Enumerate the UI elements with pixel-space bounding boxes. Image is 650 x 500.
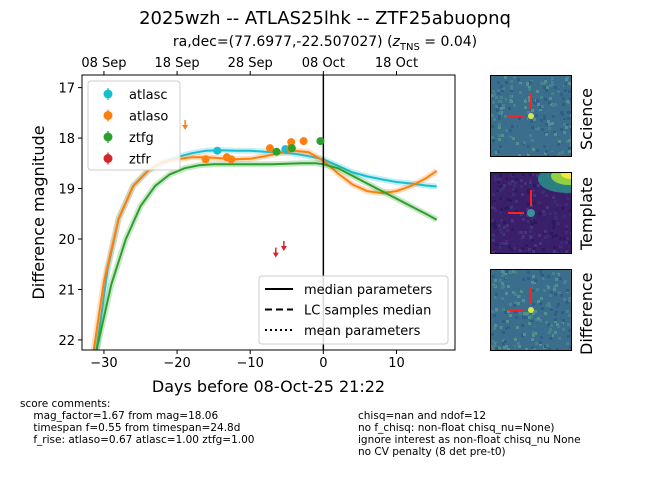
model-curve-ztfg [95,162,438,350]
legend-marker-ztfg [103,132,113,142]
cutout-label-difference: Difference [577,272,596,355]
upper-limit-ztfr-2 [272,252,279,258]
model-curve-atlaso [92,149,438,350]
chisq-comments: chisq=nan and ndof=12 no f_chisq: non-fl… [358,410,581,458]
x-tick-label-10: 10 [388,356,405,371]
x-tick-label--30: −30 [90,356,117,371]
top-tick-label-3: 08 Oct [302,56,345,71]
x-tick-label-0: 0 [319,356,327,371]
datapoint-atlaso-0 [201,155,210,164]
score-comments: score comments: mag_factor=1.67 from mag… [20,398,255,446]
legend-label-ztfg: ztfg [129,131,154,146]
x-axis-label: Days before 08-Oct-25 21:22 [152,377,385,396]
datapoint-ztfg-2 [316,137,325,146]
y-tick-label-18: 18 [58,132,75,147]
legend-label-atlasc: atlasc [129,88,168,103]
datapoint-ztfg-0 [272,147,281,156]
datapoint-atlaso-2 [227,155,236,164]
legend-label-solid: median parameters [304,283,432,298]
top-tick-label-0: 08 Sep [81,56,126,71]
legend-marker-atlaso [103,111,113,120]
datapoint-ztfg-1 [287,144,296,153]
legend-label-atlaso: atlaso [129,110,168,125]
x-tick-label--10: −10 [236,356,263,371]
y-tick-label-22: 22 [58,334,75,349]
y-tick-label-17: 17 [58,82,75,97]
top-tick-label-4: 18 Oct [375,56,418,71]
y-axis-label: Difference magnitude [29,125,48,299]
legend-label-ztfr: ztfr [129,153,151,168]
legend-marker-atlasc [103,89,113,99]
datapoint-atlaso-5 [287,138,296,147]
x-tick-label--20: −20 [163,356,190,371]
cutout-label-template: Template [577,176,596,250]
science-cutout [490,75,572,157]
top-tick-label-2: 28 Sep [228,56,273,71]
y-tick-label-20: 20 [58,233,75,248]
template-cutout [490,172,572,254]
difference-cutout [490,269,572,351]
style-legend-box [258,275,449,345]
upper-limit-ztfr-1 [280,246,287,252]
legend-marker-ztfr [103,154,113,163]
datapoint-atlaso-3 [265,144,274,153]
y-tick-label-21: 21 [58,283,75,298]
top-tick-label-1: 18 Sep [154,56,199,71]
datapoint-atlaso-6 [299,137,308,146]
chart-title: 2025wzh -- ATLAS25lhk -- ZTF25abuopnq [139,8,511,29]
upper-limit-atlaso-0 [182,124,189,130]
cutout-label-science: Science [577,87,596,150]
legend-label-dashed: LC samples median [304,304,431,319]
datapoint-atlasc-0 [213,146,222,155]
y-tick-label-19: 19 [58,183,75,198]
plot-frame [81,74,456,351]
legend-label-dotted: mean parameters [304,324,421,339]
chart-subtitle: ra,dec=(77.6977,-22.507027) (zTNS = 0.04… [172,34,478,53]
series-legend-box [87,80,181,171]
